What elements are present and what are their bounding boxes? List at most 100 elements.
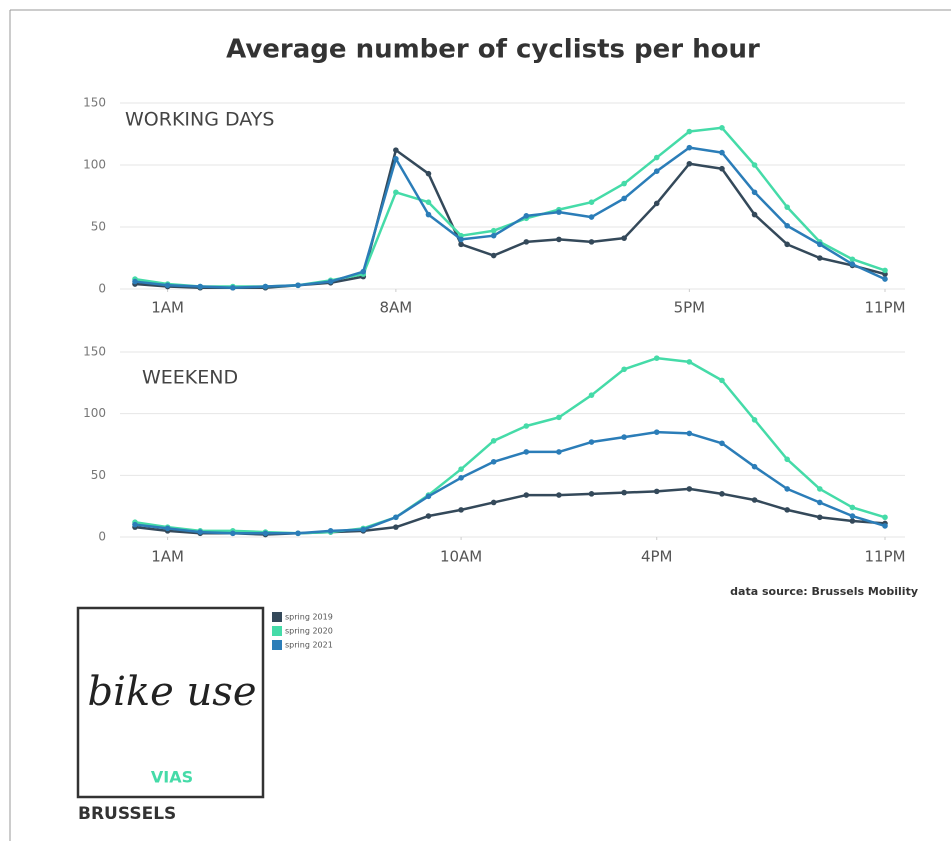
data-point	[523, 492, 530, 498]
data-point	[523, 213, 530, 219]
data-point	[360, 268, 367, 275]
data-point	[784, 222, 790, 229]
y-tick-label: 100	[83, 158, 106, 172]
x-tick-label: 11PM	[864, 548, 905, 566]
data-point	[425, 199, 432, 205]
chart-subtitle: WORKING DAYS	[125, 109, 274, 131]
x-tick-label: 4PM	[641, 548, 673, 566]
data-point	[653, 168, 660, 174]
y-tick-label: 50	[91, 468, 106, 482]
data-point	[458, 507, 464, 513]
y-tick-label: 0	[98, 530, 106, 544]
data-point	[816, 255, 823, 261]
data-point	[458, 466, 464, 472]
data-point	[849, 261, 856, 268]
data-point	[393, 147, 399, 153]
data-point	[556, 492, 562, 498]
x-tick-label: 1AM	[151, 548, 184, 566]
data-point	[393, 514, 399, 521]
logo-box	[76, 606, 265, 799]
data-point	[588, 214, 595, 220]
chart-subtitle: WEEKEND	[142, 367, 238, 389]
data-point	[197, 529, 204, 535]
legend-label: spring 2019	[285, 613, 333, 622]
data-point	[816, 486, 823, 492]
data-point	[164, 525, 171, 532]
data-point	[882, 276, 888, 282]
data-point	[556, 209, 562, 215]
data-point	[816, 514, 823, 521]
data-point	[556, 236, 562, 243]
data-point	[784, 241, 790, 248]
data-point	[621, 366, 627, 373]
legend-swatch	[272, 640, 282, 650]
data-point	[425, 493, 432, 500]
data-point	[751, 497, 758, 503]
data-point	[295, 530, 301, 537]
data-point	[458, 236, 464, 243]
data-point	[556, 414, 562, 421]
y-tick-label: 100	[83, 406, 106, 420]
x-tick-label: 5PM	[674, 299, 706, 317]
data-point	[327, 528, 334, 534]
data-point	[262, 530, 269, 537]
data-point	[784, 507, 790, 513]
data-point	[393, 189, 399, 196]
data-point	[882, 267, 888, 274]
data-point	[719, 377, 725, 384]
x-tick-label: 11PM	[864, 299, 905, 317]
legend-label: spring 2020	[285, 627, 333, 636]
data-point	[132, 278, 138, 285]
data-point	[490, 438, 497, 444]
x-tick-label: 8AM	[379, 299, 412, 317]
logo-text: bike use	[88, 669, 257, 715]
data-point	[230, 284, 236, 291]
data-point	[784, 486, 790, 492]
y-tick-label: 150	[83, 96, 106, 110]
data-point	[425, 513, 432, 519]
data-point	[719, 165, 725, 172]
data-point	[816, 241, 823, 248]
data-point	[784, 204, 790, 210]
data-point	[686, 160, 693, 167]
data-point	[295, 282, 301, 289]
data-point	[784, 456, 790, 463]
data-point	[621, 180, 627, 187]
data-point	[751, 463, 758, 470]
data-point	[751, 417, 758, 423]
series-line	[134, 430, 886, 535]
data-point	[588, 392, 595, 398]
data-point	[621, 434, 627, 440]
data-point	[849, 504, 856, 511]
x-tick-label: 10AM	[440, 548, 482, 566]
legend-swatch	[272, 612, 282, 622]
data-point	[588, 239, 595, 245]
series-line	[134, 356, 886, 535]
data-point	[653, 154, 660, 161]
data-point	[523, 449, 530, 455]
data-point	[816, 499, 823, 506]
data-point	[653, 200, 660, 207]
data-point	[751, 189, 758, 196]
data-point	[360, 526, 367, 533]
data-point	[458, 475, 464, 481]
data-point	[719, 125, 725, 131]
data-point	[653, 355, 660, 361]
data-point	[653, 429, 660, 435]
data-point	[686, 359, 693, 365]
data-point	[523, 423, 530, 429]
legend-label: spring 2021	[285, 641, 333, 650]
series-line	[134, 126, 886, 288]
series-line	[134, 487, 886, 536]
data-point	[230, 530, 236, 537]
data-point	[719, 440, 725, 447]
data-point	[458, 241, 464, 248]
data-point	[393, 524, 399, 530]
data-point	[686, 128, 693, 135]
city-label: BRUSSELS	[78, 804, 176, 824]
logo-brand: VIAS	[151, 768, 193, 787]
data-point	[882, 514, 888, 521]
data-point	[849, 513, 856, 519]
data-point	[719, 491, 725, 497]
